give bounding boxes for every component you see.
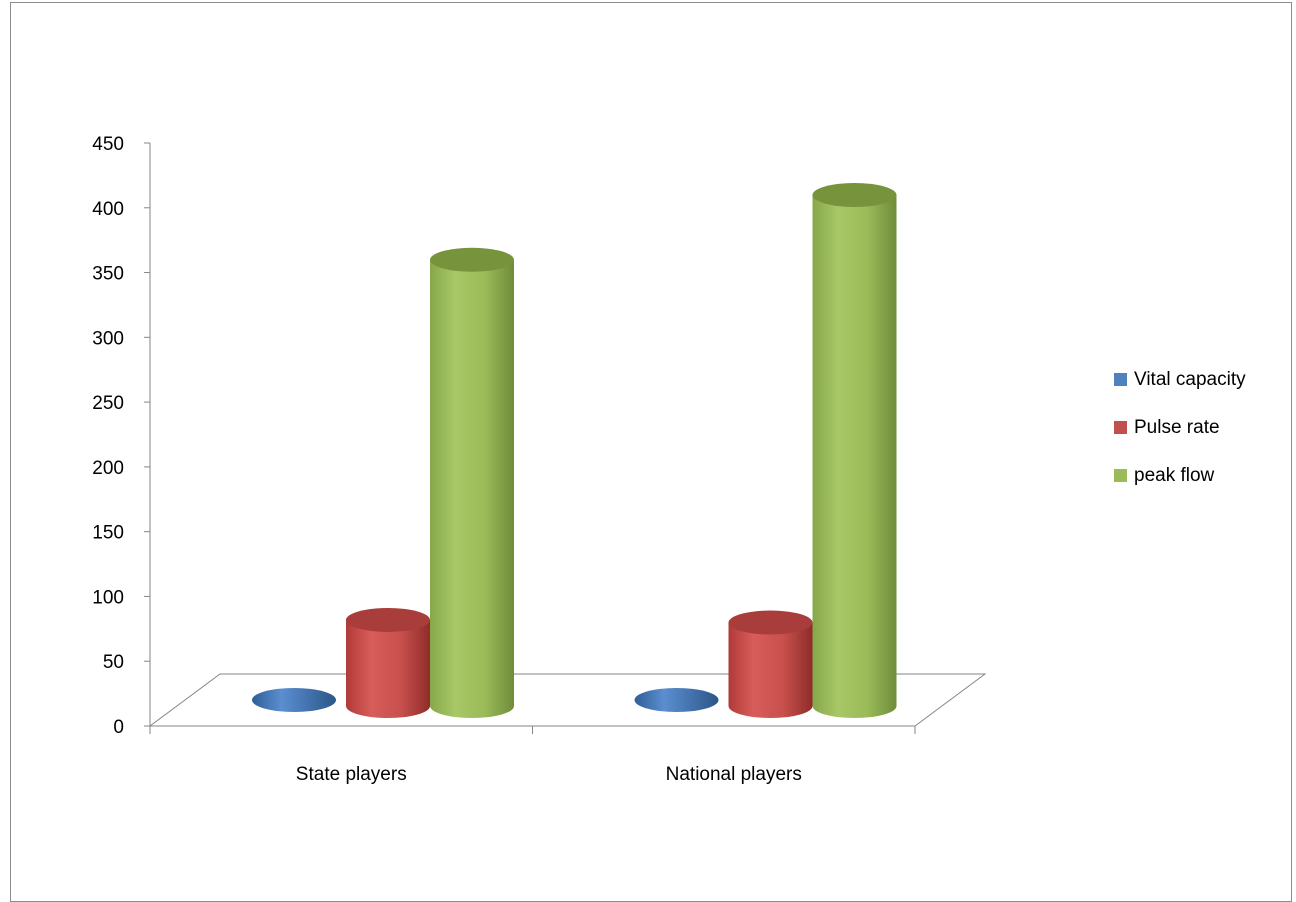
y-tick-label: 300 — [92, 328, 124, 349]
y-tick-label: 0 — [113, 717, 124, 738]
chart-frame — [10, 2, 1292, 902]
bar-body — [728, 622, 813, 718]
legend-label: peak flow — [1134, 465, 1215, 486]
bar-top — [252, 688, 336, 712]
bar-top — [346, 607, 430, 632]
legend-label: Vital capacity — [1134, 369, 1246, 390]
x-category-label: State players — [296, 764, 407, 785]
bar-vital-capacity-1 — [252, 688, 336, 712]
bar-top — [430, 247, 514, 272]
y-tick-label: 450 — [92, 134, 124, 155]
legend-swatch — [1114, 469, 1127, 482]
legend-label: Pulse rate — [1134, 417, 1220, 438]
y-tick-label: 100 — [92, 587, 124, 608]
bar-top — [728, 610, 813, 635]
y-tick-label: 250 — [92, 393, 124, 414]
bar-top — [634, 688, 719, 712]
legend: Vital capacity Pulse rate peak flow — [1114, 369, 1246, 486]
y-tick-label: 350 — [92, 264, 124, 285]
bar-pulse-rate-2 — [728, 610, 813, 718]
y-tick-labels: 0 50 100 150 200 250 300 350 400 450 — [92, 134, 124, 738]
bar-pulse-rate-1 — [346, 607, 430, 718]
y-tick-label: 400 — [92, 199, 124, 220]
legend-swatch — [1114, 421, 1127, 434]
x-category-labels: State players National players — [296, 764, 802, 785]
bar-peak-flow-1 — [430, 247, 514, 718]
legend-swatch — [1114, 373, 1127, 386]
bar-body — [812, 195, 897, 718]
bar-body — [346, 619, 430, 718]
bar-top — [812, 183, 897, 208]
bar-peak-flow-2 — [812, 183, 897, 718]
bar-vital-capacity-2 — [634, 688, 719, 712]
bar-chart: 0 50 100 150 200 250 300 350 400 450 State player… — [92, 134, 1246, 785]
y-tick-label: 200 — [92, 458, 124, 479]
bar-body — [430, 259, 514, 718]
bars — [252, 183, 897, 718]
y-tick-label: 150 — [92, 523, 124, 544]
y-tick-label: 50 — [103, 652, 124, 673]
x-category-label: National players — [666, 764, 802, 785]
